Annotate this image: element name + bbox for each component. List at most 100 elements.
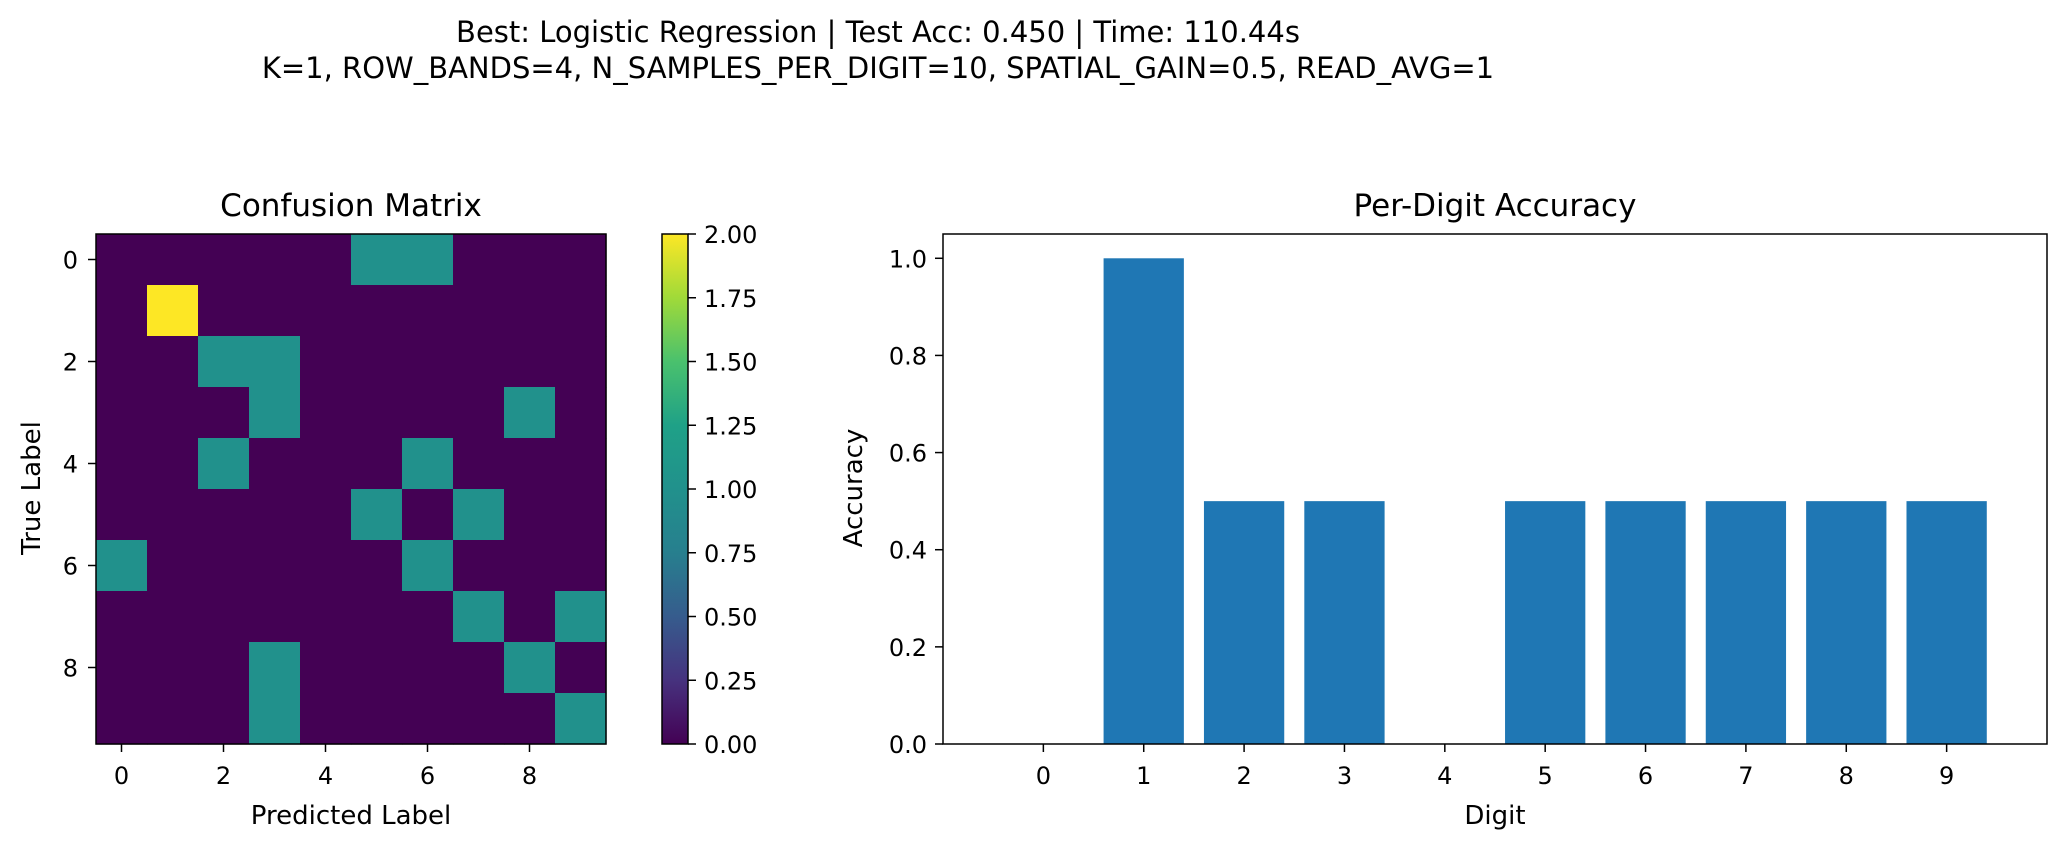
colorbar: 0.00 0.25 0.50 0.75 1.00 1.25 1.50 1.75 2.00	[661, 221, 757, 759]
accuracy-bar	[1505, 501, 1586, 744]
bar-y-tick-label: 0.0	[889, 731, 927, 759]
heatmap-cell	[504, 540, 556, 592]
suptitle-line-1: Best: Logistic Regression | Test Acc: 0.…	[456, 15, 1300, 49]
heatmap-cell	[147, 285, 199, 337]
bar-x-tick-label: 1	[1136, 762, 1151, 790]
heatmap-cell	[555, 540, 607, 592]
accuracy-chart-xlabel: Digit	[1464, 801, 1525, 831]
heatmap-cell	[351, 642, 403, 694]
heatmap-cell	[402, 387, 454, 439]
heatmap-cell	[351, 693, 403, 745]
heatmap-cell	[96, 234, 148, 286]
heatmap-cell	[351, 336, 403, 388]
heatmap-cell	[249, 234, 301, 286]
suptitle-line-2: K=1, ROW_BANDS=4, N_SAMPLES_PER_DIGIT=10…	[262, 51, 1494, 85]
heatmap-cell	[96, 591, 148, 643]
heatmap-cell	[555, 642, 607, 694]
heatmap-cell	[147, 591, 199, 643]
heatmap-cell	[504, 234, 556, 286]
accuracy-bar	[1705, 501, 1787, 744]
colorbar-tick-label: 0.75	[704, 540, 757, 568]
bar-y-tick-label: 0.2	[889, 634, 927, 662]
heatmap-cell	[351, 387, 403, 439]
bar-y-tick-label: 1.0	[889, 245, 927, 273]
heatmap-cell	[147, 438, 199, 490]
heatmap-y-tick-label: 6	[63, 553, 78, 581]
heatmap-cell	[147, 234, 199, 286]
heatmap-cell	[198, 489, 250, 541]
heatmap-cell	[198, 540, 250, 592]
heatmap-cell	[96, 438, 148, 490]
heatmap-cell	[300, 642, 352, 694]
accuracy-bar	[1304, 501, 1385, 744]
bar-x-tick-label: 8	[1839, 762, 1854, 790]
heatmap-x-tick-label: 2	[216, 762, 231, 790]
heatmap-cell	[504, 591, 556, 643]
heatmap-cell	[300, 540, 352, 592]
heatmap-cell	[249, 591, 301, 643]
colorbar-tick-label: 0.25	[704, 667, 757, 695]
heatmap-cell	[351, 591, 403, 643]
heatmap-cell	[300, 693, 352, 745]
bar-axes: 0 1 2 3 4 5 6 7 8 9 0.0 0.2 0.4 0.6 0.8 1.0	[889, 233, 2048, 790]
bar-y-tick-label: 0.4	[889, 537, 927, 565]
heatmap-cell	[96, 336, 148, 388]
heatmap-cell	[300, 438, 352, 490]
heatmap-cell	[96, 387, 148, 439]
heatmap-cell	[402, 336, 454, 388]
heatmap-cell	[555, 438, 607, 490]
accuracy-bar	[1806, 501, 1887, 744]
heatmap-cell	[402, 234, 454, 286]
heatmap-cell	[555, 489, 607, 541]
heatmap-cell	[300, 591, 352, 643]
heatmap-cell	[402, 540, 454, 592]
heatmap-cell	[504, 285, 556, 337]
heatmap-axes: 0 2 4 6 8 0 2 4 6 8	[63, 233, 607, 790]
confusion-matrix-ylabel: True Label	[17, 421, 47, 556]
heatmap-cell	[453, 285, 505, 337]
heatmap-cell	[300, 387, 352, 439]
accuracy-bar	[1906, 501, 1987, 744]
bar-x-tick-label: 9	[1939, 762, 1954, 790]
heatmap-x-tick-label: 8	[522, 762, 537, 790]
bar-y-tick-label: 0.8	[889, 342, 927, 370]
heatmap-cell	[402, 591, 454, 643]
bar-x-tick-label: 6	[1638, 762, 1653, 790]
heatmap-cell	[402, 489, 454, 541]
heatmap-cell	[402, 285, 454, 337]
heatmap-cell	[504, 336, 556, 388]
heatmap-cell	[300, 285, 352, 337]
heatmap-cell	[249, 387, 301, 439]
heatmap-cell	[300, 234, 352, 286]
colorbar-tick-label: 0.50	[704, 604, 757, 632]
heatmap-cell	[402, 438, 454, 490]
bar-x-tick-label: 5	[1538, 762, 1553, 790]
heatmap-cell	[198, 642, 250, 694]
heatmap-cell	[147, 540, 199, 592]
accuracy-chart-ylabel: Accuracy	[839, 429, 869, 548]
heatmap-y-tick-label: 4	[63, 451, 78, 479]
confusion-matrix-xlabel: Predicted Label	[251, 801, 451, 831]
heatmap-cell	[351, 438, 403, 490]
heatmap-cell	[249, 489, 301, 541]
colorbar-tick-label: 1.75	[704, 285, 757, 313]
heatmap-cell	[96, 642, 148, 694]
heatmap-cell	[198, 285, 250, 337]
heatmap-cell	[249, 540, 301, 592]
heatmap-cell	[453, 234, 505, 286]
heatmap-x-tick-label: 0	[114, 762, 129, 790]
heatmap-cell	[300, 489, 352, 541]
heatmap-x-tick-label: 6	[420, 762, 435, 790]
heatmap-cell	[453, 591, 505, 643]
colorbar-tick-label: 2.00	[704, 221, 757, 249]
heatmap-cell	[453, 540, 505, 592]
heatmap-cell	[96, 489, 148, 541]
accuracy-chart-title: Per-Digit Accuracy	[1354, 188, 1637, 224]
heatmap-cell	[198, 591, 250, 643]
heatmap-cell	[249, 438, 301, 490]
heatmap-cell	[504, 387, 556, 439]
heatmap-cell	[555, 336, 607, 388]
colorbar-gradient	[661, 233, 689, 745]
